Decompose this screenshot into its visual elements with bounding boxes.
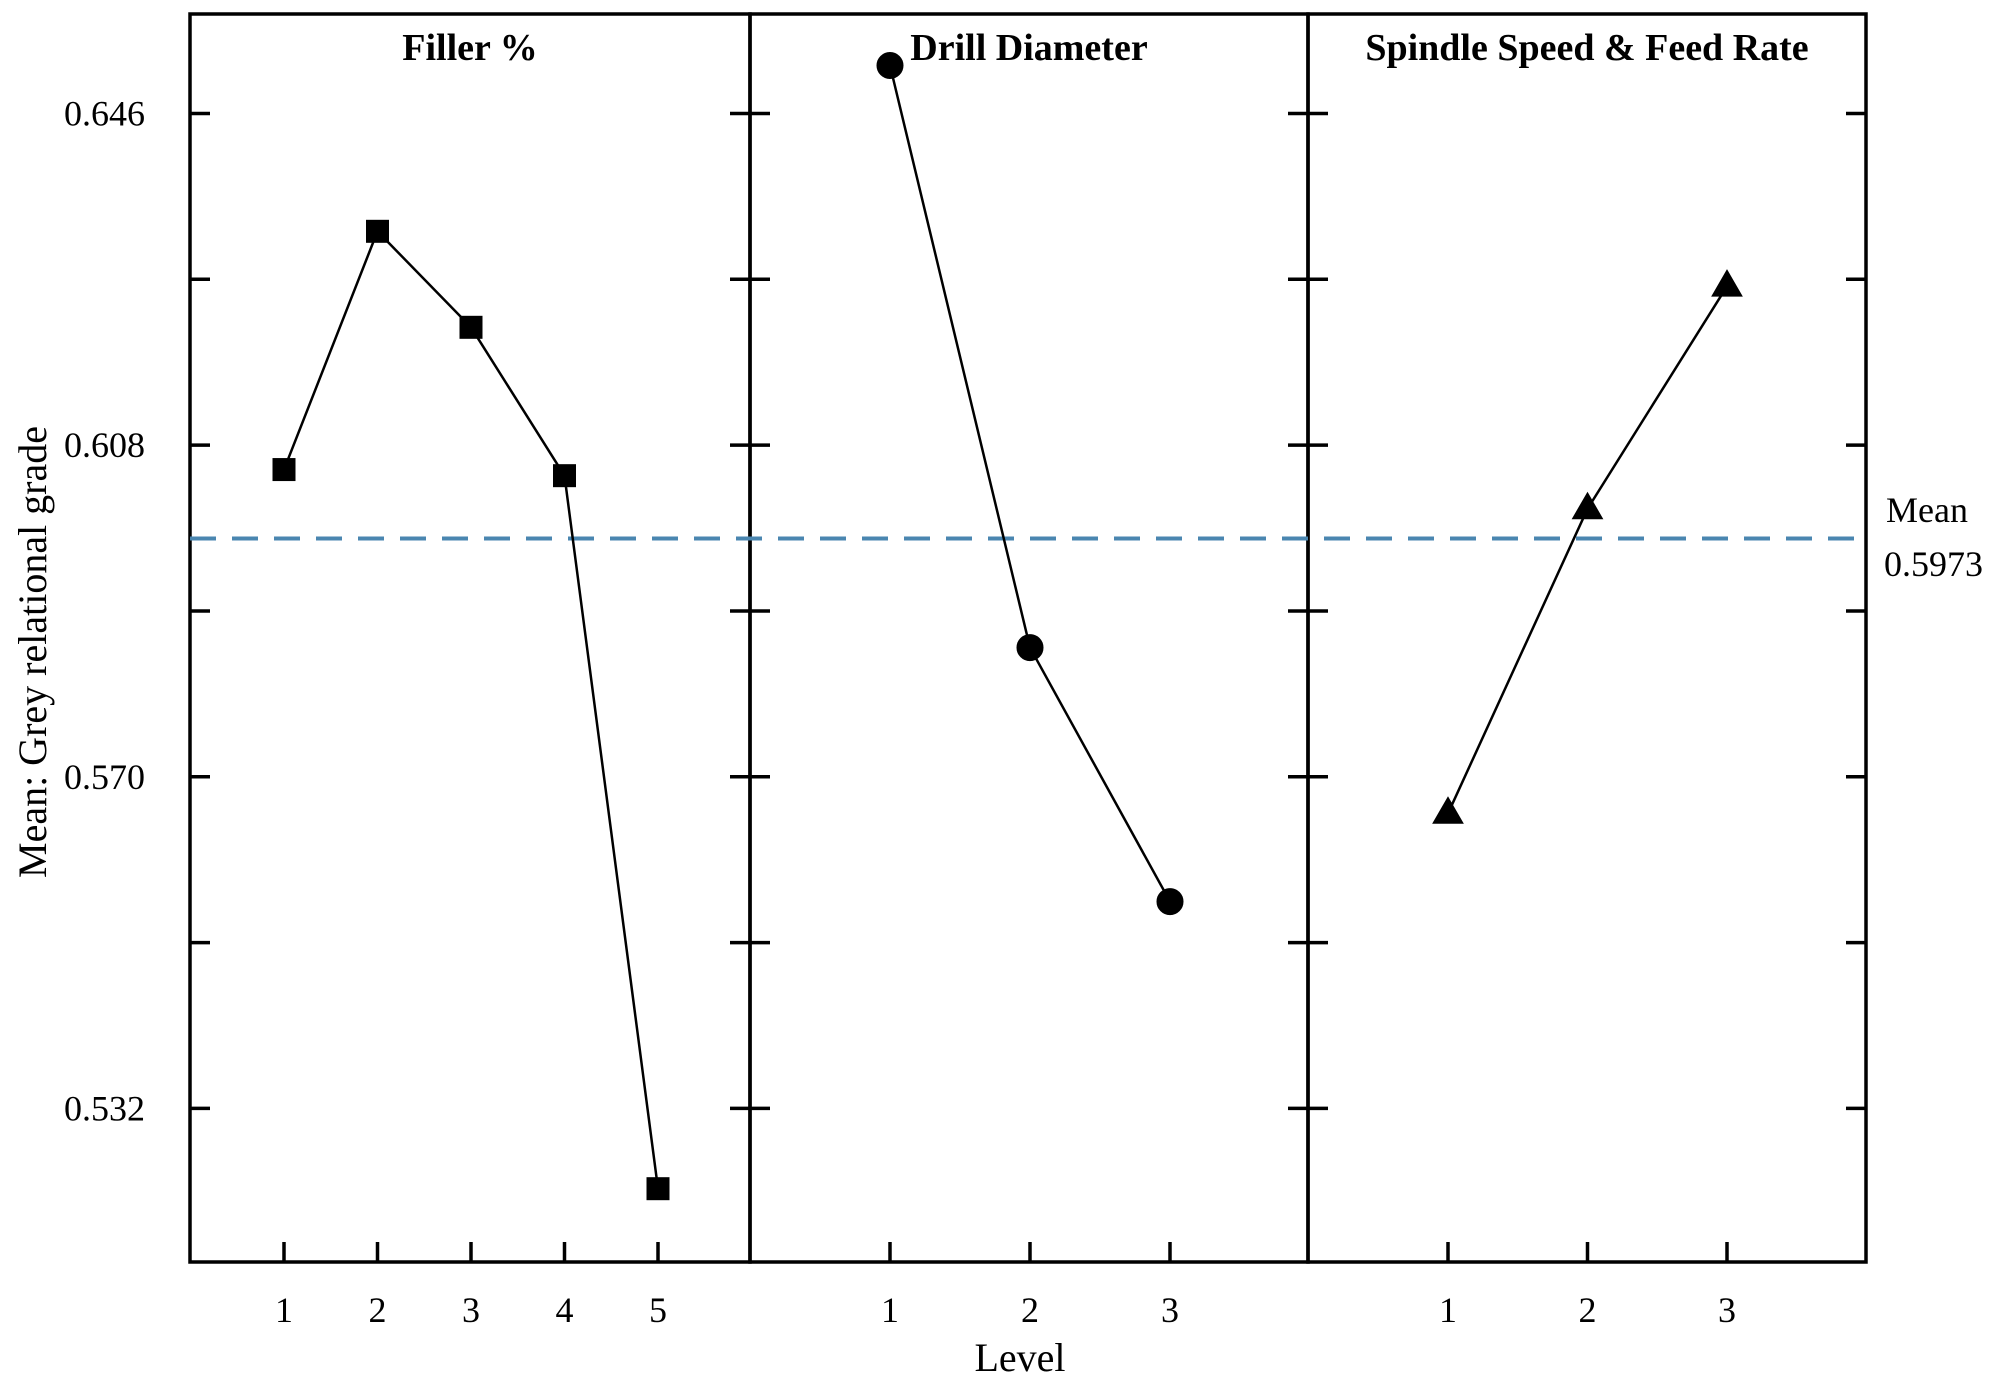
y-tick-label: 0.532	[64, 1088, 145, 1128]
x-tick-label: 3	[1718, 1290, 1736, 1330]
series-line-2	[888, 65, 1172, 903]
panel-title-2: Drill Diameter	[910, 27, 1148, 69]
data-point-square	[272, 458, 296, 482]
panel-title-3: Spindle Speed & Feed Rate	[1365, 27, 1808, 69]
labels-layer: Filler % 1 2 3 4 5 Drill Diameter 1 2 3 Spindle Sp…	[64, 27, 1809, 1330]
panels-layer	[188, 12, 1868, 1264]
x-tick-label: 4	[556, 1290, 574, 1330]
y-tick-label: 0.570	[64, 757, 145, 797]
data-point-triangle	[1711, 269, 1743, 297]
panel-frame-1	[188, 12, 752, 1264]
data-point-triangle	[1571, 491, 1604, 520]
y-axis-title: Mean: Grey relational grade	[10, 426, 55, 878]
series-line-3	[1446, 285, 1729, 814]
data-point-circle	[1016, 634, 1044, 662]
data-point-triangle	[1432, 796, 1464, 824]
x-tick-label: 2	[1021, 1290, 1039, 1330]
data-point-square	[459, 315, 483, 339]
mean-label: Mean	[1886, 490, 1968, 530]
series-layer	[272, 51, 1743, 1201]
panel-frame-3	[1306, 12, 1868, 1264]
x-tick-label: 1	[1439, 1290, 1457, 1330]
y-tick-label: 0.608	[64, 425, 145, 465]
x-tick-label: 3	[1161, 1290, 1179, 1330]
y-tick-label: 0.646	[64, 93, 145, 133]
x-tick-label: 1	[275, 1290, 293, 1330]
x-tick-label: 3	[462, 1290, 480, 1330]
x-tick-label: 2	[1579, 1290, 1597, 1330]
panel-title-1: Filler %	[402, 27, 537, 69]
data-point-square	[553, 464, 576, 488]
x-tick-label: 5	[649, 1290, 667, 1330]
series-line-1	[282, 229, 660, 1189]
x-tick-label: 2	[369, 1290, 387, 1330]
data-point-circle	[1156, 888, 1184, 916]
x-axis-title: Level	[974, 1335, 1065, 1380]
x-tick-label: 1	[881, 1290, 899, 1330]
data-point-square	[646, 1177, 670, 1201]
data-point-circle	[876, 51, 904, 79]
mean-value-label: 0.5973	[1884, 544, 1983, 584]
data-point-square	[366, 219, 389, 243]
